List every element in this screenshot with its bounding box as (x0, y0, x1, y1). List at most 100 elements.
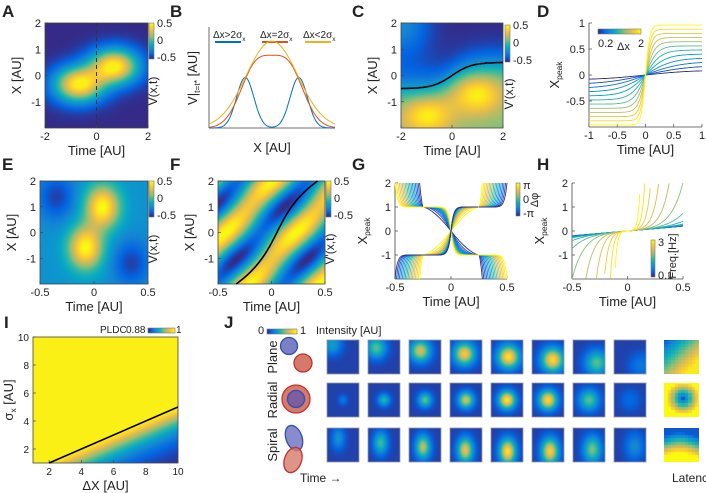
y-tick-label: -1 (204, 253, 214, 265)
phase-curve (423, 230, 452, 256)
y-tick-label: 6 (23, 389, 29, 400)
x-tick-label: -1 (584, 130, 594, 142)
phase-curve (394, 182, 423, 208)
tile-frame (490, 427, 524, 463)
y-tick-label: 0 (562, 226, 568, 238)
colorbar-i (148, 328, 175, 333)
panel-label-b: B (170, 2, 182, 21)
label-subscript: x (332, 36, 336, 43)
y-tick-label: -1 (381, 250, 391, 262)
legend-label: Δx=2σx (260, 30, 293, 43)
label-part: Δx=2σ (260, 30, 290, 41)
y-tick-label: 2 (23, 445, 29, 456)
y-axis-label: X [AU] (182, 214, 197, 252)
colorbar-e (149, 181, 154, 217)
latency-map-tile (664, 383, 699, 417)
colorbar-tick-label: -0.5 (513, 55, 532, 67)
x-tick-label: 0 (448, 282, 454, 294)
colorbar-tick-label: 0 (334, 193, 340, 205)
colorbar-a (149, 23, 154, 59)
phase-curve (479, 254, 508, 280)
x-axis-label: Time [AU] (243, 299, 300, 314)
tile-frame (572, 339, 606, 375)
colorbar-label: Δφ (529, 193, 541, 207)
latency-map-tile (664, 340, 699, 374)
y-tick-label: 1 (208, 202, 214, 214)
legend-label: Δx>2σx (213, 30, 246, 43)
y-tick-label: 1 (35, 44, 41, 56)
phase-curve (394, 254, 423, 280)
tile-frame (572, 382, 606, 418)
colorbar-tick-label: 0.88 (126, 325, 146, 336)
label-part: X (355, 235, 370, 244)
y-tick-label: -1 (26, 253, 36, 265)
tile-frame (326, 427, 360, 463)
x-axis-label: Time [AU] (422, 294, 479, 309)
tile-frame (613, 339, 647, 375)
phase-curve (417, 182, 424, 208)
panel-label-e: E (2, 155, 13, 174)
y-tick-label: 1 (562, 202, 568, 214)
y-axis-label: X [AU] (4, 214, 19, 252)
panel-label-a: A (2, 2, 14, 21)
tile-frame (613, 427, 647, 463)
phase-curve (419, 254, 424, 280)
colorbar-tick-label: 1 (300, 325, 306, 337)
x-tick-label: 10 (172, 467, 184, 478)
intensity-frame-tile (491, 340, 523, 374)
y-tick-label: 1 (30, 202, 36, 214)
phase-curve (450, 206, 479, 232)
x-axis-label: X [AU] (253, 140, 291, 155)
colorbar-tick-label: 0 (157, 35, 163, 47)
peak-trajectory-curve (401, 61, 503, 90)
colorbar-tick-label: -0.5 (157, 210, 176, 222)
tile-frame (408, 427, 442, 463)
colorbar-tick-label: 0.5 (513, 20, 528, 32)
source-red-icon (283, 446, 303, 474)
colorbar-label: V(x,t) (146, 77, 160, 106)
label-part: Δx<2σ (303, 30, 333, 41)
series-line-0 (209, 76, 335, 129)
x-tick-label: -2 (396, 131, 406, 143)
y-tick-label: -0.5 (566, 96, 585, 108)
x-tick-label: 0.5 (675, 282, 690, 294)
x-tick-label: 0.5 (317, 287, 332, 299)
boundary-line (48, 406, 179, 464)
y-tick-label: 0 (391, 71, 397, 83)
panel-label-d: D (537, 2, 549, 21)
tile-frame (531, 427, 565, 463)
intensity-frame-tile (614, 340, 646, 374)
y-tick-label: 8 (23, 361, 29, 372)
label-part: X [AU] (4, 214, 19, 252)
x-tick-label: 0 (642, 130, 648, 142)
x-tick-label: 8 (143, 467, 149, 478)
intensity-frame-tile (532, 383, 564, 417)
source-blue-icon (279, 336, 299, 356)
y-tick-label: 1 (385, 202, 391, 214)
y-tick-label: 0 (385, 226, 391, 238)
colorbar-tick-label: 0 (258, 325, 264, 337)
x-tick-label: -0.5 (209, 287, 228, 299)
colorbar-h (651, 240, 655, 277)
x-axis-label: Time [AU] (68, 143, 125, 158)
y-tick-label: 2 (385, 178, 391, 190)
axes-frame (217, 180, 326, 285)
phase-curve (423, 206, 452, 232)
time-axis-label: Time → (300, 471, 342, 485)
x-tick-label: 0 (91, 287, 97, 299)
tile-frame (572, 427, 606, 463)
colorbar-tick-label: 0.1 (658, 270, 673, 282)
intensity-frame-tile (491, 428, 523, 462)
phase-curve (422, 206, 452, 232)
colorbar-tick-label: -0.5 (157, 52, 176, 64)
intensity-frame-tile (450, 340, 482, 374)
colorbar-g (516, 183, 520, 216)
y-tick-label: 4 (23, 417, 29, 428)
intensity-frame-tile (573, 428, 605, 462)
colorbar-tick-label: 3 (658, 237, 664, 249)
colorbar-label: Freq.[Hz] (667, 233, 679, 278)
colorbar-c (505, 25, 510, 62)
phase-curve (478, 254, 483, 280)
colorbar-g-frame (515, 182, 521, 217)
label-part: X (532, 235, 547, 244)
